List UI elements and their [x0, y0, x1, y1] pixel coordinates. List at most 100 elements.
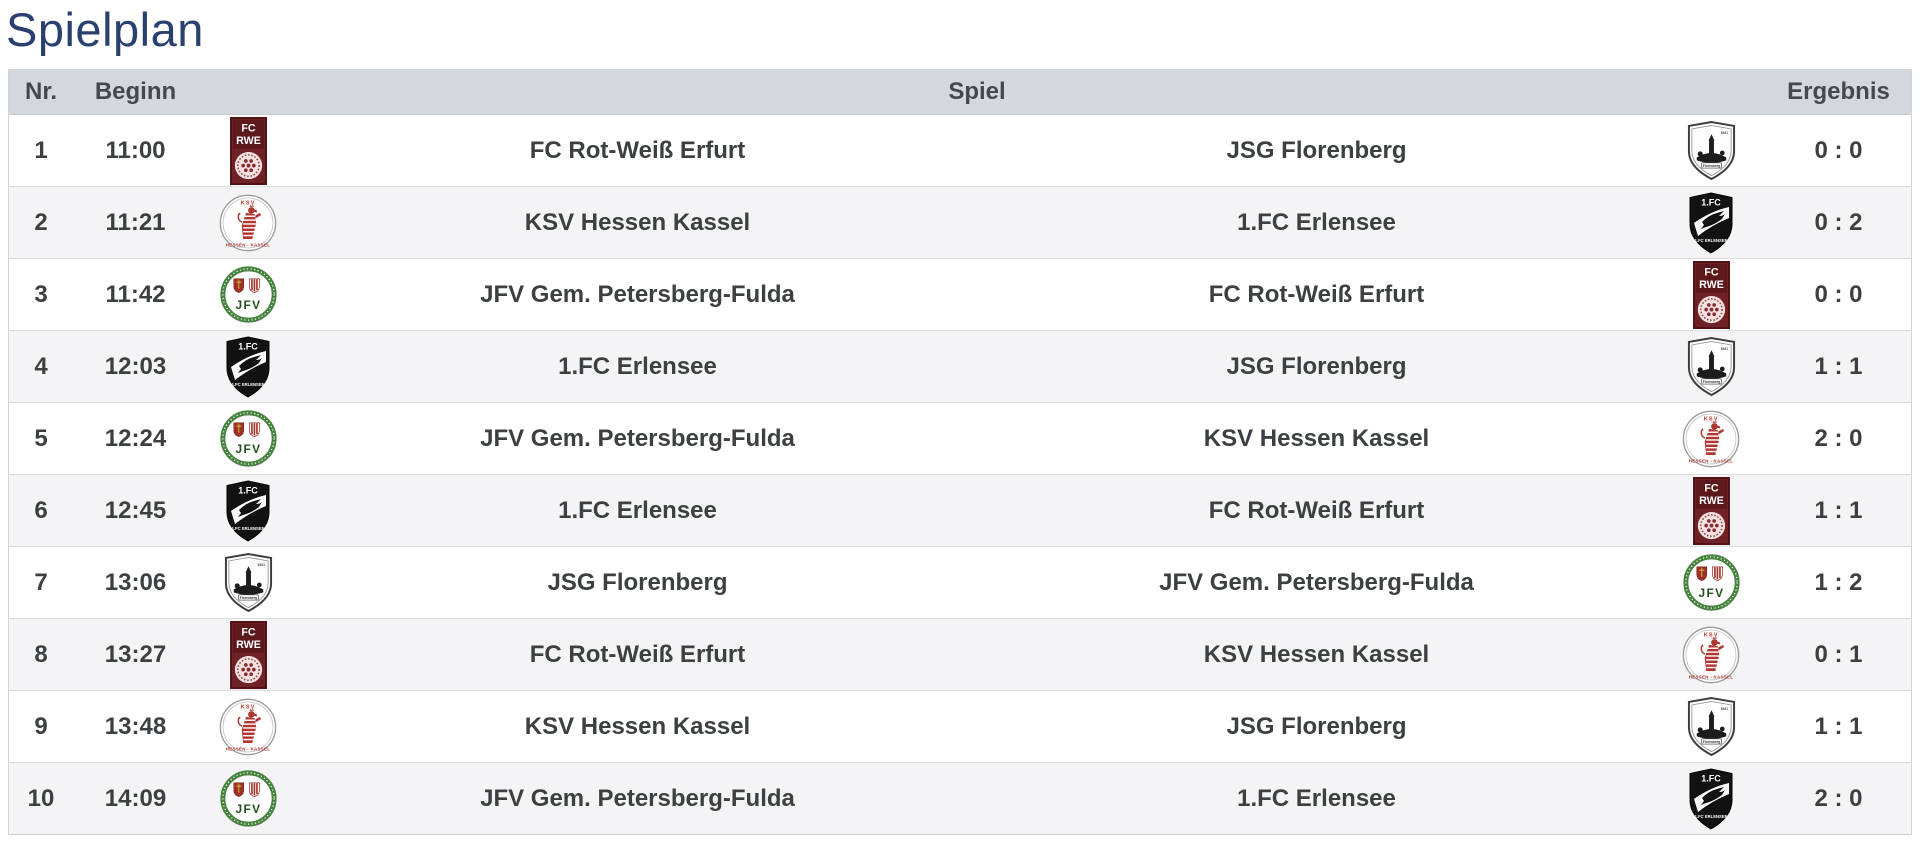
- match-start-time: 13:48: [104, 712, 167, 740]
- away-team-logo: [1656, 410, 1766, 468]
- home-team-logo: [198, 194, 298, 252]
- match-result: 0 : 1: [1814, 640, 1863, 668]
- table-row: 8 13:27 FC Rot-Weiß Erfurt KSV Hessen Ka…: [9, 618, 1911, 690]
- florenberg-crest-icon: [222, 552, 275, 613]
- rwe-crest-icon: [1693, 261, 1730, 329]
- home-team-name: JFV Gem. Petersberg-Fulda: [480, 784, 795, 812]
- table-row: 2 11:21 KSV Hessen Kassel 1.FC Erlensee …: [9, 186, 1911, 258]
- home-team-name: 1.FC Erlensee: [558, 352, 717, 380]
- away-team-name: KSV Hessen Kassel: [1203, 640, 1430, 668]
- away-team-logo: [1656, 477, 1766, 545]
- match-number: 4: [34, 352, 48, 380]
- table-row: 9 13:48 KSV Hessen Kassel JSG Florenberg…: [9, 690, 1911, 762]
- jfv-crest-icon: [220, 410, 277, 467]
- table-row: 5 12:24 JFV Gem. Petersberg-Fulda KSV He…: [9, 402, 1911, 474]
- match-number: 2: [34, 208, 48, 236]
- match-start-time: 11:42: [105, 280, 166, 308]
- match-result: 1 : 1: [1814, 496, 1863, 524]
- away-team-name: JSG Florenberg: [1226, 136, 1407, 164]
- away-team-name: FC Rot-Weiß Erfurt: [1208, 280, 1425, 308]
- ksv-crest-icon: [219, 194, 277, 252]
- match-number: 7: [34, 568, 48, 596]
- match-result: 0 : 0: [1814, 136, 1863, 164]
- home-team-name: KSV Hessen Kassel: [524, 208, 751, 236]
- home-team-name: JSG Florenberg: [547, 568, 728, 596]
- rwe-crest-icon: [230, 621, 267, 689]
- match-result: 1 : 1: [1814, 712, 1863, 740]
- match-start-time: 14:09: [104, 784, 167, 812]
- home-team-logo: [198, 621, 298, 689]
- away-team-logo: [1656, 696, 1766, 757]
- away-team-logo: [1656, 336, 1766, 397]
- match-result: 0 : 2: [1814, 208, 1863, 236]
- away-team-logo: [1656, 768, 1766, 830]
- rwe-crest-icon: [230, 117, 267, 185]
- jfv-crest-icon: [1683, 554, 1740, 611]
- table-row: 4 12:03 1.FC Erlensee JSG Florenberg 1 :…: [9, 330, 1911, 402]
- match-start-time: 11:21: [105, 208, 166, 236]
- table-row: 1 11:00 FC Rot-Weiß Erfurt JSG Florenber…: [9, 115, 1911, 186]
- col-header-spiel: Spiel: [948, 78, 1006, 105]
- home-team-logo: [198, 410, 298, 467]
- home-team-logo: [198, 480, 298, 542]
- jfv-crest-icon: [220, 770, 277, 827]
- table-row: 7 13:06 JSG Florenberg JFV Gem. Petersbe…: [9, 546, 1911, 618]
- table-body: 1 11:00 FC Rot-Weiß Erfurt JSG Florenber…: [9, 115, 1911, 834]
- match-start-time: 12:45: [104, 496, 167, 524]
- ksv-crest-icon: [219, 698, 277, 756]
- match-number: 3: [34, 280, 48, 308]
- ksv-crest-icon: [1682, 626, 1740, 684]
- match-result: 2 : 0: [1814, 784, 1863, 812]
- florenberg-crest-icon: [1685, 696, 1738, 757]
- match-result: 0 : 0: [1814, 280, 1863, 308]
- away-team-name: 1.FC Erlensee: [1237, 208, 1396, 236]
- match-result: 1 : 1: [1814, 352, 1863, 380]
- match-result: 2 : 0: [1814, 424, 1863, 452]
- away-team-logo: [1656, 626, 1766, 684]
- ksv-crest-icon: [1682, 410, 1740, 468]
- table-row: 3 11:42 JFV Gem. Petersberg-Fulda FC Rot…: [9, 258, 1911, 330]
- away-team-logo: [1656, 261, 1766, 329]
- erlensee-crest-icon: [223, 480, 273, 542]
- table-header-row: Nr. Beginn Spiel Ergebnis: [9, 70, 1911, 115]
- away-team-name: JSG Florenberg: [1226, 352, 1407, 380]
- col-header-beginn: Beginn: [94, 78, 177, 105]
- col-header-ergebnis: Ergebnis: [1787, 78, 1890, 105]
- erlensee-crest-icon: [1686, 192, 1736, 254]
- away-team-logo: [1656, 120, 1766, 181]
- away-team-name: FC Rot-Weiß Erfurt: [1208, 496, 1425, 524]
- home-team-logo: [198, 336, 298, 398]
- page-title: Spielplan: [6, 3, 204, 56]
- match-start-time: 12:03: [104, 352, 167, 380]
- match-start-time: 13:27: [104, 640, 167, 668]
- erlensee-crest-icon: [1686, 768, 1736, 830]
- match-number: 8: [34, 640, 48, 668]
- home-team-logo: [198, 552, 298, 613]
- match-number: 10: [27, 784, 55, 812]
- match-start-time: 11:00: [105, 136, 166, 164]
- schedule-table: Nr. Beginn Spiel Ergebnis 1 11:00 FC Rot…: [8, 69, 1912, 835]
- home-team-name: JFV Gem. Petersberg-Fulda: [480, 280, 795, 308]
- match-number: 9: [34, 712, 48, 740]
- match-number: 1: [34, 136, 48, 164]
- match-start-time: 13:06: [104, 568, 167, 596]
- match-number: 5: [34, 424, 48, 452]
- home-team-name: FC Rot-Weiß Erfurt: [529, 640, 746, 668]
- away-team-name: JSG Florenberg: [1226, 712, 1407, 740]
- away-team-logo: [1656, 192, 1766, 254]
- florenberg-crest-icon: [1685, 120, 1738, 181]
- match-start-time: 12:24: [104, 424, 167, 452]
- home-team-name: KSV Hessen Kassel: [524, 712, 751, 740]
- away-team-name: 1.FC Erlensee: [1237, 784, 1396, 812]
- away-team-name: JFV Gem. Petersberg-Fulda: [1159, 568, 1474, 596]
- home-team-name: 1.FC Erlensee: [558, 496, 717, 524]
- jfv-crest-icon: [220, 266, 277, 323]
- florenberg-crest-icon: [1685, 336, 1738, 397]
- home-team-logo: [198, 698, 298, 756]
- away-team-name: KSV Hessen Kassel: [1203, 424, 1430, 452]
- col-header-nr: Nr.: [24, 78, 57, 105]
- erlensee-crest-icon: [223, 336, 273, 398]
- home-team-name: JFV Gem. Petersberg-Fulda: [480, 424, 795, 452]
- away-team-logo: [1656, 554, 1766, 611]
- home-team-name: FC Rot-Weiß Erfurt: [529, 136, 746, 164]
